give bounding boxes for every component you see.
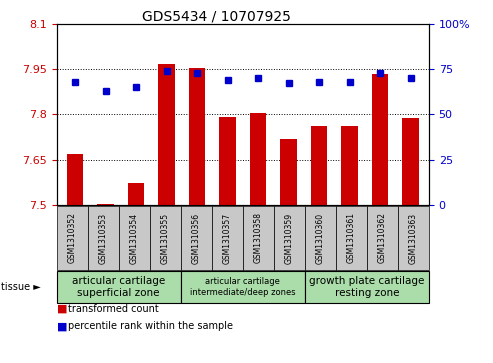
Bar: [189, 68, 206, 205]
Text: transformed count: transformed count: [68, 304, 159, 314]
Text: GSM1310357: GSM1310357: [223, 212, 232, 264]
Text: ■: ■: [57, 321, 67, 331]
Text: ■: ■: [57, 304, 67, 314]
Bar: [372, 74, 388, 205]
Text: GSM1310360: GSM1310360: [316, 212, 325, 264]
Bar: [67, 154, 83, 205]
Bar: [158, 64, 175, 205]
Text: GSM1310355: GSM1310355: [161, 212, 170, 264]
Text: articular cartilage
superficial zone: articular cartilage superficial zone: [72, 276, 165, 298]
Text: GSM1310361: GSM1310361: [347, 212, 356, 264]
Text: GSM1310358: GSM1310358: [254, 212, 263, 264]
Text: GSM1310363: GSM1310363: [409, 212, 418, 264]
Bar: [341, 126, 358, 205]
Text: GSM1310362: GSM1310362: [378, 212, 387, 264]
Text: percentile rank within the sample: percentile rank within the sample: [68, 321, 233, 331]
Bar: [128, 183, 144, 205]
Text: tissue ►: tissue ►: [1, 282, 41, 292]
Text: GSM1310353: GSM1310353: [99, 212, 108, 264]
Text: GSM1310354: GSM1310354: [130, 212, 139, 264]
Bar: [280, 139, 297, 205]
Text: articular cartilage
intermediate/deep zones: articular cartilage intermediate/deep zo…: [190, 277, 296, 297]
Text: GDS5434 / 10707925: GDS5434 / 10707925: [142, 9, 291, 23]
Bar: [402, 118, 419, 205]
Text: GSM1310356: GSM1310356: [192, 212, 201, 264]
Bar: [311, 126, 327, 205]
Text: GSM1310359: GSM1310359: [285, 212, 294, 264]
Text: growth plate cartilage
resting zone: growth plate cartilage resting zone: [309, 276, 424, 298]
Bar: [249, 113, 266, 205]
Bar: [219, 117, 236, 205]
Text: GSM1310352: GSM1310352: [68, 212, 77, 264]
Bar: [97, 204, 114, 205]
